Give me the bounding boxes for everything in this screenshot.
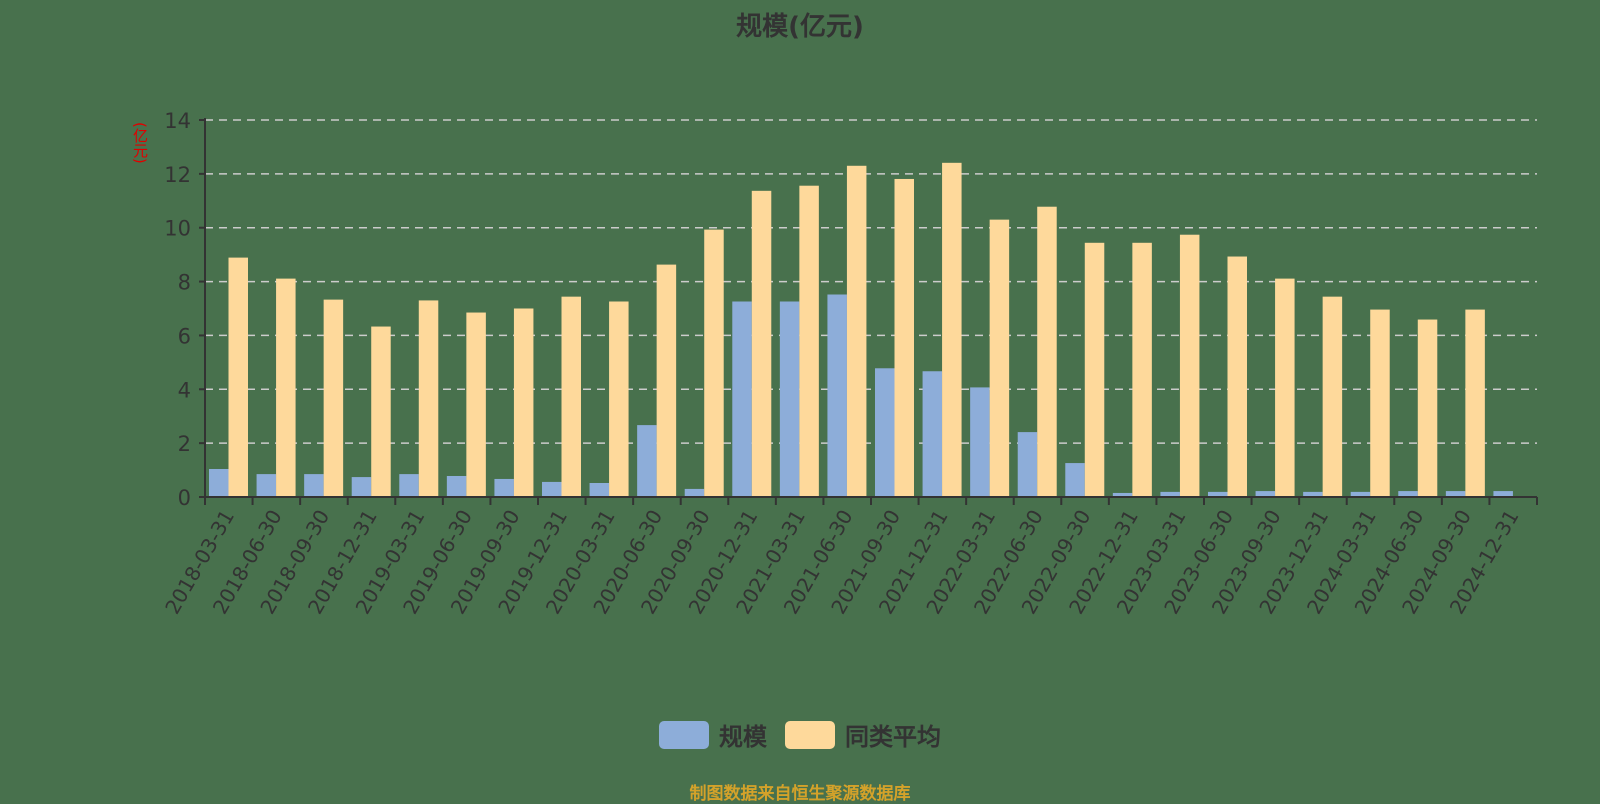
bar-scale[interactable] xyxy=(446,475,467,497)
bar-scale[interactable] xyxy=(970,387,990,497)
legend-label-scale: 规模 xyxy=(719,723,767,751)
bar-peer-average[interactable] xyxy=(1417,319,1438,497)
bar-scale[interactable] xyxy=(1398,491,1418,497)
bar-scale[interactable] xyxy=(827,294,847,497)
bar-peer-average[interactable] xyxy=(609,301,629,497)
bar-scale[interactable] xyxy=(1255,491,1276,497)
legend-item-scale[interactable]: 规模 xyxy=(659,717,767,752)
bar-peer-average[interactable] xyxy=(656,264,677,497)
bar-scale[interactable] xyxy=(209,468,229,497)
bar-peer-average[interactable] xyxy=(1322,296,1343,497)
y-axis-label: (亿元) xyxy=(131,122,149,164)
bar-scale[interactable] xyxy=(256,474,277,497)
bar-peer-average[interactable] xyxy=(751,190,772,497)
bar-peer-average[interactable] xyxy=(323,299,344,497)
bar-scale[interactable] xyxy=(1445,491,1466,497)
bar-peer-average[interactable] xyxy=(846,165,867,497)
bar-scale[interactable] xyxy=(1160,491,1180,497)
bar-scale[interactable] xyxy=(1065,463,1085,497)
bar-peer-average[interactable] xyxy=(1179,234,1200,498)
bar-scale[interactable] xyxy=(399,474,419,497)
bar-peer-average[interactable] xyxy=(1275,278,1295,497)
bar-peer-average[interactable] xyxy=(799,185,819,497)
bar-scale[interactable] xyxy=(732,301,752,497)
bar-peer-average[interactable] xyxy=(418,300,439,497)
bar-scale[interactable] xyxy=(922,371,943,497)
bar-scale[interactable] xyxy=(589,482,610,497)
bars xyxy=(209,162,1513,498)
y-tick-label: 0 xyxy=(178,486,191,510)
bar-scale[interactable] xyxy=(779,301,800,497)
y-tick-label: 14 xyxy=(164,109,191,133)
legend-swatch-scale xyxy=(659,720,709,749)
bar-scale[interactable] xyxy=(684,488,705,497)
bar-scale[interactable] xyxy=(1303,491,1323,497)
bar-scale[interactable] xyxy=(1350,491,1371,497)
y-axis-ticks: 0 2 4 6 8 10 12 14 xyxy=(164,109,205,510)
bar-scale[interactable] xyxy=(1112,492,1133,497)
legend: 规模 同类平均 xyxy=(0,717,1600,752)
bar-peer-average[interactable] xyxy=(276,278,296,497)
bar-peer-average[interactable] xyxy=(989,219,1010,497)
bar-scale[interactable] xyxy=(1017,432,1038,497)
bar-scale[interactable] xyxy=(304,474,324,497)
bar-scale[interactable] xyxy=(351,477,372,497)
grid-lines xyxy=(205,119,1537,444)
bar-peer-average[interactable] xyxy=(561,296,582,497)
bar-scale[interactable] xyxy=(542,481,562,497)
bar-peer-average[interactable] xyxy=(704,229,724,497)
bar-chart: 0 2 4 6 8 10 12 14 2018-03-312018-06-302018-09-… xyxy=(160,109,1538,618)
legend-item-peer-average[interactable]: 同类平均 xyxy=(785,717,941,752)
bar-peer-average[interactable] xyxy=(371,326,391,497)
bar-peer-average[interactable] xyxy=(942,162,962,498)
legend-swatch-peer-average xyxy=(785,720,835,749)
bar-peer-average[interactable] xyxy=(1084,242,1105,497)
bar-scale[interactable] xyxy=(875,368,895,497)
y-tick-label: 10 xyxy=(164,217,191,241)
y-tick-label: 8 xyxy=(178,271,191,295)
bar-scale[interactable] xyxy=(494,478,514,497)
bar-scale[interactable] xyxy=(1493,491,1513,497)
chart-title: 规模(亿元) xyxy=(736,12,864,42)
y-tick-label: 4 xyxy=(178,378,191,402)
bar-peer-average[interactable] xyxy=(513,308,534,498)
y-tick-label: 6 xyxy=(178,324,191,348)
y-tick-label: 12 xyxy=(164,163,191,187)
bar-scale[interactable] xyxy=(1208,491,1228,497)
bar-peer-average[interactable] xyxy=(466,312,486,497)
bar-peer-average[interactable] xyxy=(1132,242,1152,497)
bar-peer-average[interactable] xyxy=(1037,206,1057,497)
data-source-footer: 制图数据来自恒生聚源数据库 xyxy=(689,784,911,804)
bar-peer-average[interactable] xyxy=(228,257,249,497)
bar-peer-average[interactable] xyxy=(1370,309,1390,497)
legend-label-peer-average: 同类平均 xyxy=(845,723,941,751)
bar-scale[interactable] xyxy=(637,425,657,497)
y-tick-label: 2 xyxy=(178,432,191,456)
bar-peer-average[interactable] xyxy=(1227,256,1248,497)
bar-peer-average[interactable] xyxy=(1465,309,1485,497)
bar-peer-average[interactable] xyxy=(894,178,915,497)
x-axis-ticks: 2018-03-312018-06-302018-09-302018-12-31… xyxy=(160,497,1538,618)
